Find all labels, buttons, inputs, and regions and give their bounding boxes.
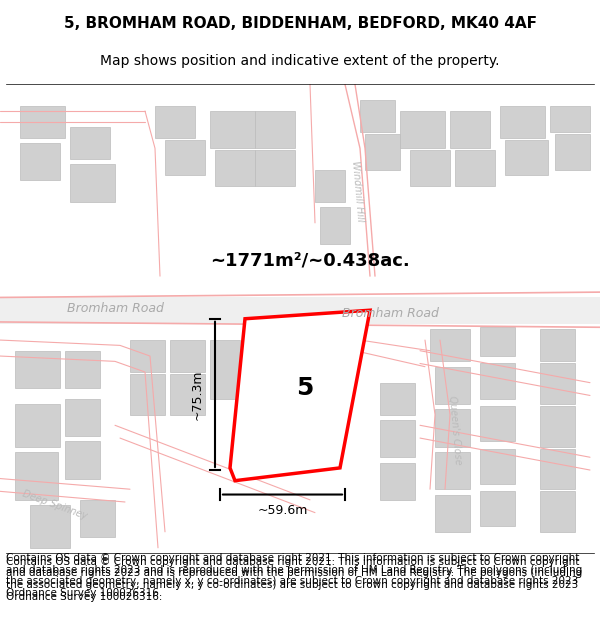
Text: Windmill Hill: Windmill Hill xyxy=(350,160,365,222)
Polygon shape xyxy=(320,207,350,244)
Text: Contains OS data © Crown copyright and database right 2021. This information is : Contains OS data © Crown copyright and d… xyxy=(6,553,582,598)
Text: 5: 5 xyxy=(296,376,314,400)
Polygon shape xyxy=(540,491,575,532)
Polygon shape xyxy=(500,106,545,138)
Polygon shape xyxy=(540,329,575,361)
Polygon shape xyxy=(0,298,600,324)
Polygon shape xyxy=(505,140,548,175)
Text: Bromham Road: Bromham Road xyxy=(341,307,439,320)
Polygon shape xyxy=(480,406,515,441)
Polygon shape xyxy=(15,351,60,388)
Text: Deep Spinney: Deep Spinney xyxy=(21,489,89,521)
Polygon shape xyxy=(540,449,575,489)
Text: ~1771m²/~0.438ac.: ~1771m²/~0.438ac. xyxy=(210,251,410,269)
Polygon shape xyxy=(20,106,65,138)
Polygon shape xyxy=(170,340,205,372)
Polygon shape xyxy=(165,140,205,175)
Text: ~59.6m: ~59.6m xyxy=(257,504,308,517)
Polygon shape xyxy=(480,491,515,526)
Polygon shape xyxy=(480,449,515,484)
Polygon shape xyxy=(70,164,115,201)
Polygon shape xyxy=(65,441,100,479)
Polygon shape xyxy=(450,111,490,148)
Polygon shape xyxy=(210,340,240,399)
Polygon shape xyxy=(215,151,255,186)
Polygon shape xyxy=(480,328,515,356)
Text: Queen's Close: Queen's Close xyxy=(447,396,463,466)
Polygon shape xyxy=(455,151,495,186)
Polygon shape xyxy=(480,364,515,399)
Polygon shape xyxy=(230,310,370,481)
Polygon shape xyxy=(315,169,345,201)
Polygon shape xyxy=(80,500,115,537)
Polygon shape xyxy=(430,329,470,361)
Polygon shape xyxy=(15,452,58,500)
Polygon shape xyxy=(410,151,450,186)
Text: Map shows position and indicative extent of the property.: Map shows position and indicative extent… xyxy=(100,54,500,68)
Polygon shape xyxy=(435,409,470,447)
Polygon shape xyxy=(435,367,470,404)
Polygon shape xyxy=(255,111,295,148)
Polygon shape xyxy=(15,404,60,447)
Polygon shape xyxy=(30,505,70,548)
Polygon shape xyxy=(130,374,165,414)
Polygon shape xyxy=(435,452,470,489)
Polygon shape xyxy=(155,106,195,138)
Polygon shape xyxy=(540,364,575,404)
Text: Contains OS data © Crown copyright and database right 2021. This information is : Contains OS data © Crown copyright and d… xyxy=(6,557,582,601)
Text: Bromham Road: Bromham Road xyxy=(67,302,163,314)
Polygon shape xyxy=(380,462,415,500)
Text: 5, BROMHAM ROAD, BIDDENHAM, BEDFORD, MK40 4AF: 5, BROMHAM ROAD, BIDDENHAM, BEDFORD, MK4… xyxy=(64,16,536,31)
Text: ~75.3m: ~75.3m xyxy=(191,369,203,419)
Polygon shape xyxy=(65,399,100,436)
Polygon shape xyxy=(380,382,415,414)
Polygon shape xyxy=(245,340,275,399)
Polygon shape xyxy=(555,134,590,169)
Polygon shape xyxy=(255,151,295,186)
Polygon shape xyxy=(360,101,395,132)
Polygon shape xyxy=(400,111,445,148)
Polygon shape xyxy=(170,374,205,414)
Polygon shape xyxy=(435,494,470,532)
Polygon shape xyxy=(130,340,165,372)
Polygon shape xyxy=(550,106,590,132)
Polygon shape xyxy=(65,351,100,388)
Polygon shape xyxy=(210,111,255,148)
Polygon shape xyxy=(380,420,415,457)
Polygon shape xyxy=(365,134,400,169)
Polygon shape xyxy=(20,143,60,180)
Polygon shape xyxy=(70,127,110,159)
Polygon shape xyxy=(540,406,575,447)
